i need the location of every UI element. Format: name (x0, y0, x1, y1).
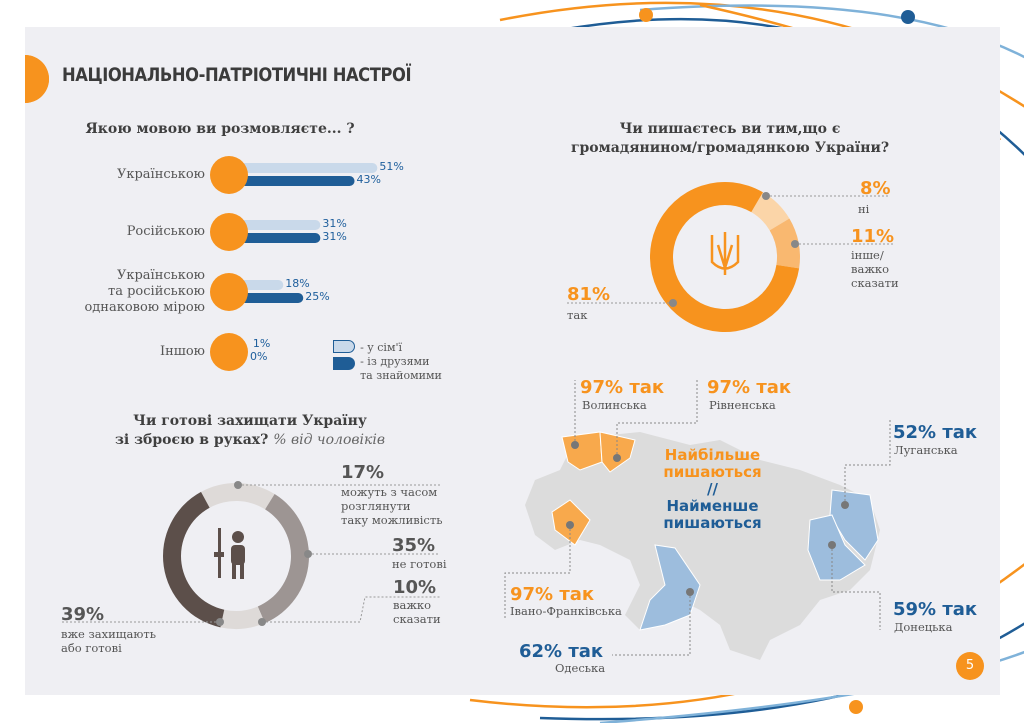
bar-value-label: 31% (322, 230, 347, 243)
ukraine-outline (525, 432, 880, 660)
defend-yes-value: 39% (61, 604, 105, 625)
ivano-frankivska-name: Івано-Франківська (510, 604, 622, 618)
category-label: Іншою (159, 344, 205, 359)
odeska-value: 62% так (519, 641, 604, 662)
map-legend: Найбільше пишаються // Найменше пишаються (663, 446, 762, 532)
defend-no-value: 35% (392, 535, 436, 556)
defend-unsure-value: 10% (393, 577, 437, 598)
pride-no-value: 8% (860, 178, 891, 199)
page-number: 5 (956, 652, 984, 680)
defend-question: Чи готові захищати Україну зі зброєю в ру… (114, 413, 386, 448)
region-volynska (561, 431, 603, 471)
leader-dot (234, 481, 242, 489)
deco-dot (639, 8, 653, 22)
leader-dot (304, 550, 312, 558)
bar-friends (232, 293, 304, 303)
pride-yes-value: 81% (567, 284, 611, 305)
pride-other-value: 11% (851, 226, 895, 247)
donut-slice-1 (257, 494, 309, 624)
category-marker (210, 273, 248, 311)
bar-value-label: 0% (250, 350, 268, 363)
bar-value-label: 43% (356, 173, 381, 186)
page-title: НАЦІОНАЛЬНО-ПАТРІОТИЧНІ НАСТРОЇ (62, 64, 412, 86)
legend-swatch-family (333, 340, 355, 353)
defend-maybe-label: можуть з часом розглянути таку можливість (341, 485, 443, 527)
bar-family (232, 163, 378, 173)
bar-value-label: 51% (379, 160, 404, 173)
donut-slice-2 (649, 181, 800, 332)
category-marker (210, 333, 248, 371)
category-label: Російською (126, 224, 205, 239)
ukraine-map (214, 232, 891, 660)
defend-maybe-value: 17% (341, 462, 385, 483)
defend-unsure-label: важко сказати (393, 598, 441, 626)
donetska-name: Донецька (894, 620, 953, 634)
donut-slice-1 (769, 218, 800, 269)
deco-dot (849, 700, 863, 714)
leader-dot (669, 299, 677, 307)
category-marker (210, 156, 248, 194)
pride-other-label: інше/важко сказати (851, 248, 899, 290)
leader-dot (258, 618, 266, 626)
volynska-value: 97% так (580, 377, 665, 398)
region-donetska (807, 514, 866, 581)
bar-value-label: 25% (305, 290, 330, 303)
defend-no-label: не готові (392, 557, 447, 571)
category-marker (210, 213, 248, 251)
leader-dot (791, 240, 799, 248)
donut-slice-2 (220, 606, 265, 629)
deco-dot (901, 10, 915, 24)
legend-friends: - із друзями та знайомими (333, 355, 442, 383)
bar-value-label: 1% (252, 337, 271, 350)
donut-slice-3 (162, 491, 225, 628)
bar-friends (232, 233, 321, 243)
luhanska-name: Луганська (894, 443, 958, 457)
leader-dot (762, 192, 770, 200)
defend-yes-label: вже захищають або готові (61, 627, 156, 655)
trident-icon (710, 232, 740, 275)
donetska-value: 59% так (893, 599, 978, 620)
legend-swatch-friends (333, 357, 355, 370)
bar-value-label: 18% (285, 277, 310, 290)
bar-value-label: 31% (322, 217, 347, 230)
soldier-icon (214, 528, 245, 579)
leader-dot (216, 618, 224, 626)
leader-line (262, 596, 440, 623)
legend-family: - у сім'ї (333, 336, 402, 355)
donut-slice-0 (201, 483, 275, 510)
volynska-name: Волинська (582, 398, 647, 412)
region-odeska (639, 544, 701, 631)
category-label: Українською та російською однаковою мірою (84, 268, 205, 315)
rivnenska-value: 97% так (707, 377, 792, 398)
donut-slice-0 (751, 192, 790, 231)
pride-question: Чи пишаєтесь ви тим,що є громадянином/гро… (570, 121, 890, 156)
luhanska-value: 52% так (893, 422, 978, 443)
rivnenska-name: Рівненська (709, 398, 776, 412)
category-label: Українською (116, 167, 205, 182)
ivano-frankivska-value: 97% так (510, 584, 595, 605)
odeska-name: Одеська (555, 661, 606, 675)
language-question: Якою мовою ви розмовляєте... ? (85, 121, 355, 137)
pride-no-label: ні (858, 202, 870, 216)
pride-yes-label: так (567, 308, 588, 322)
bar-family (232, 220, 321, 230)
bar-friends (232, 176, 355, 186)
